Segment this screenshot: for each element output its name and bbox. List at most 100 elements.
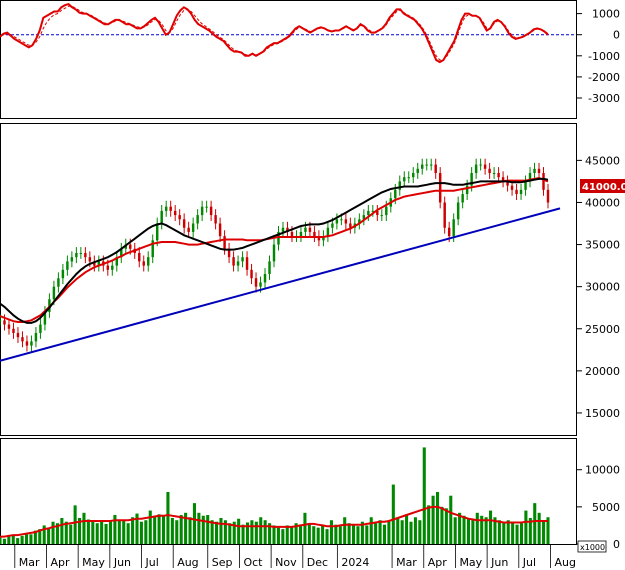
oscillator-frame bbox=[0, 0, 577, 119]
price-layer bbox=[0, 158, 561, 362]
volume-bar bbox=[409, 521, 413, 544]
price-axis-tick-label: 35000 bbox=[585, 239, 620, 252]
candle-body bbox=[39, 324, 42, 333]
candle-body bbox=[403, 177, 406, 182]
volume-bar bbox=[232, 521, 236, 544]
volume-bar bbox=[33, 530, 37, 544]
candle-body bbox=[155, 223, 159, 241]
volume-bar bbox=[528, 518, 532, 544]
volume-bar bbox=[60, 518, 64, 544]
month-label: May bbox=[82, 556, 105, 569]
oscillator-main-line bbox=[0, 2, 549, 64]
candle-body bbox=[425, 164, 428, 166]
oscillator-axis-tick-label: 0 bbox=[613, 29, 620, 42]
candle-body bbox=[3, 320, 6, 325]
candle-body bbox=[313, 231, 316, 237]
candle-body bbox=[151, 240, 154, 258]
volume-layer bbox=[0, 447, 550, 544]
volume-bar bbox=[285, 525, 289, 544]
oscillator-layer bbox=[0, 2, 576, 64]
volume-bar bbox=[175, 520, 179, 544]
support-trendline bbox=[0, 207, 561, 362]
candle-body bbox=[412, 172, 415, 178]
volume-bar bbox=[307, 523, 311, 544]
candle-body bbox=[0, 320, 2, 322]
candle-body bbox=[465, 185, 469, 195]
volume-bar bbox=[427, 505, 431, 544]
month-label: Aug bbox=[177, 556, 198, 569]
candle-body bbox=[286, 227, 289, 232]
volume-bar bbox=[298, 524, 303, 544]
month-label: Jul bbox=[145, 556, 159, 569]
volume-bar bbox=[170, 518, 174, 544]
candle-body bbox=[434, 164, 437, 173]
volume-bar bbox=[197, 512, 201, 544]
candle-body bbox=[182, 219, 186, 228]
candle-body bbox=[461, 194, 464, 203]
candle-body bbox=[362, 215, 366, 220]
volume-bar bbox=[219, 518, 223, 544]
month-label: Dec bbox=[307, 556, 328, 569]
candle-body bbox=[470, 172, 473, 186]
oscillator-panel: 1000 0 -1000 -2000 -3000 bbox=[0, 0, 620, 119]
volume-bar bbox=[47, 527, 51, 544]
volume-bar bbox=[11, 535, 15, 544]
candle-body bbox=[542, 172, 545, 190]
candle-body bbox=[164, 206, 168, 211]
volume-bar bbox=[466, 518, 470, 544]
volume-bar bbox=[489, 510, 493, 544]
volume-bar bbox=[303, 512, 307, 544]
oscillator-axis-tick-label: -2000 bbox=[588, 71, 620, 84]
candle-body bbox=[129, 244, 132, 249]
last-price-box: 41000.00 bbox=[580, 179, 625, 193]
price-axis-tick-label: 20000 bbox=[585, 365, 620, 378]
volume-bar bbox=[16, 538, 20, 544]
candle-body bbox=[79, 252, 83, 254]
volume-bar bbox=[104, 523, 108, 544]
volume-bar bbox=[254, 521, 258, 544]
candle-body bbox=[452, 219, 455, 237]
volume-bar bbox=[100, 520, 104, 544]
volume-bar bbox=[113, 515, 117, 544]
volume-bar bbox=[7, 536, 11, 544]
price-axis-tick-label: 40000 bbox=[585, 196, 620, 209]
candle-body bbox=[111, 265, 114, 270]
volume-bar bbox=[157, 514, 161, 544]
volume-bar bbox=[321, 525, 325, 544]
volume-bar bbox=[365, 525, 369, 544]
candle-body bbox=[488, 168, 491, 173]
volume-bar bbox=[338, 526, 342, 544]
candle-body bbox=[304, 227, 307, 232]
candle-body bbox=[317, 236, 321, 241]
volume-bar bbox=[2, 538, 6, 544]
volume-bar bbox=[396, 518, 400, 544]
candle-body bbox=[331, 223, 334, 228]
candle-body bbox=[16, 332, 20, 338]
candle-body bbox=[290, 231, 294, 237]
volume-bar bbox=[325, 529, 329, 544]
candle-body bbox=[66, 261, 69, 270]
candle-body bbox=[533, 168, 536, 173]
candle-body bbox=[30, 341, 33, 346]
volume-bar bbox=[259, 517, 263, 544]
oscillator-axis-tick-label: 1000 bbox=[592, 8, 620, 21]
volume-bar bbox=[435, 492, 440, 544]
month-label: Oct bbox=[243, 556, 263, 569]
volume-bar bbox=[179, 515, 183, 544]
volume-unit-label: x1000 bbox=[580, 543, 605, 552]
volume-bar bbox=[431, 495, 435, 544]
candle-body bbox=[223, 236, 226, 249]
candle-body bbox=[344, 219, 348, 224]
candle-body bbox=[385, 206, 388, 216]
price-y-axis: 45000 40000 35000 30000 25000 20000 15000 bbox=[577, 154, 620, 420]
month-label: Mar bbox=[396, 556, 417, 569]
volume-bar bbox=[480, 515, 484, 544]
volume-bar bbox=[391, 484, 395, 544]
volume-bar bbox=[506, 520, 510, 544]
candle-body bbox=[299, 231, 303, 237]
volume-bar bbox=[334, 524, 338, 544]
volume-bar bbox=[51, 521, 55, 544]
candle-body bbox=[340, 219, 343, 221]
candle-body bbox=[524, 181, 527, 190]
